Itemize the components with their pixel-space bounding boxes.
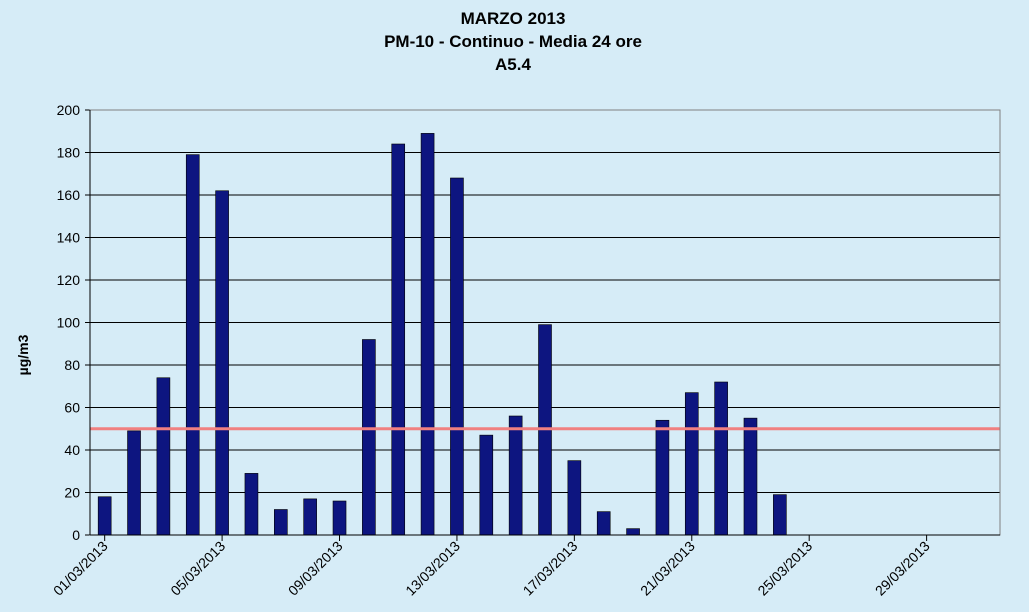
chart-title-line-3: A5.4 <box>495 55 531 74</box>
x-tick-label: 09/03/2013 <box>285 538 346 599</box>
y-tick-label: 140 <box>57 230 81 246</box>
bar <box>362 339 376 536</box>
x-tick-label: 25/03/2013 <box>754 538 815 599</box>
bar <box>274 509 288 536</box>
bar <box>567 460 582 536</box>
bar <box>450 177 464 536</box>
bar <box>97 496 112 536</box>
bar <box>773 494 787 536</box>
bar <box>596 511 611 536</box>
bar <box>332 500 347 536</box>
bar <box>479 434 494 536</box>
y-tick-label: 180 <box>57 145 81 161</box>
bar <box>626 528 640 536</box>
x-tick-label: 01/03/2013 <box>50 538 111 599</box>
bar <box>655 419 670 536</box>
x-tick-label: 17/03/2013 <box>520 538 581 599</box>
y-axis-label: µg/m3 <box>15 334 31 375</box>
x-tick-labels: 01/03/2013 05/03/2013 09/03/2013 13/03/2013… <box>50 538 933 599</box>
bar <box>127 430 141 536</box>
y-tick-labels: 0 20 40 60 80 100 120 140 160 180 200 <box>57 102 81 543</box>
bar <box>156 377 171 536</box>
bars <box>90 133 1000 536</box>
axes <box>89 109 1001 541</box>
y-tick-label: 100 <box>57 315 81 331</box>
bar <box>508 415 523 536</box>
bar <box>684 392 699 536</box>
x-tick-label: 21/03/2013 <box>637 538 698 599</box>
y-tick-label: 200 <box>57 102 81 118</box>
y-tick-label: 0 <box>72 527 80 543</box>
x-tick-label: 05/03/2013 <box>167 538 228 599</box>
bar <box>714 381 728 536</box>
bar <box>185 154 200 536</box>
bar <box>215 190 229 536</box>
chart-titles: MARZO 2013 PM-10 - Continuo - Media 24 o… <box>384 9 642 74</box>
x-tick-label: 13/03/2013 <box>402 538 463 599</box>
bar <box>743 417 758 536</box>
y-tick-label: 60 <box>64 400 80 416</box>
y-tick-label: 80 <box>64 357 80 373</box>
bar <box>303 498 317 536</box>
y-tick-label: 120 <box>57 272 81 288</box>
chart-title-line-2: PM-10 - Continuo - Media 24 ore <box>384 32 642 51</box>
y-tick-label: 40 <box>64 442 80 458</box>
x-tick-label: 29/03/2013 <box>872 538 933 599</box>
y-tick-label: 160 <box>57 187 81 203</box>
bar <box>420 133 435 536</box>
chart-title-line-1: MARZO 2013 <box>461 9 566 28</box>
y-tick-label: 20 <box>64 485 80 501</box>
bar <box>391 143 406 536</box>
bar <box>244 473 259 536</box>
